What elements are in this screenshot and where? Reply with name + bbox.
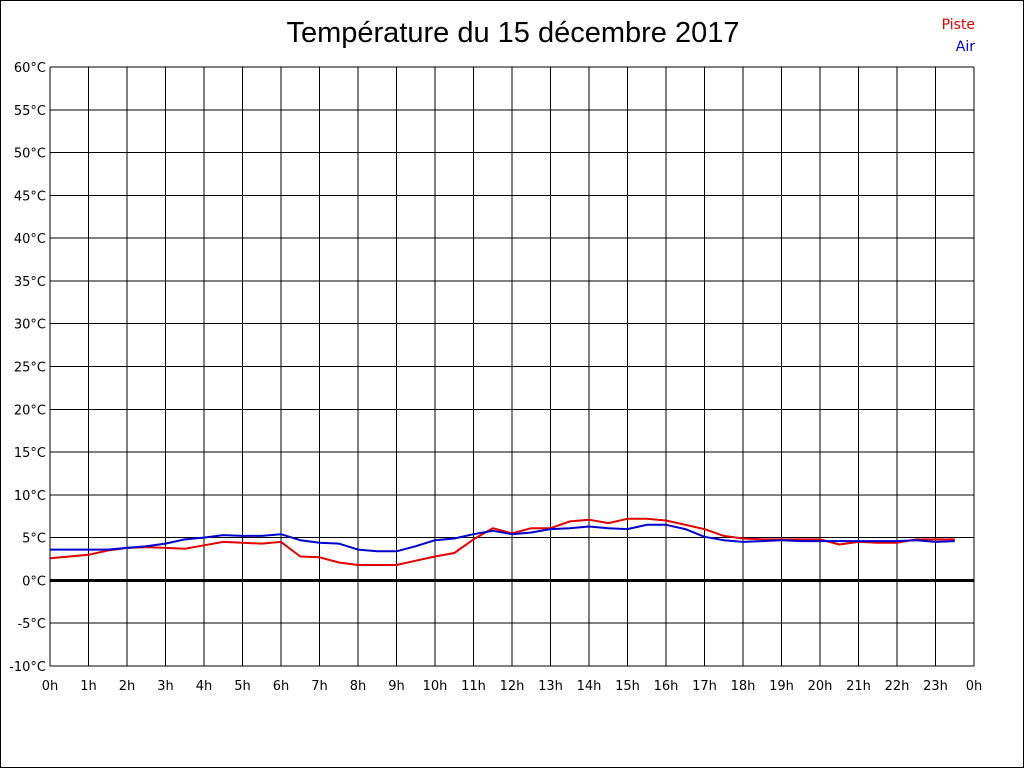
x-tick-label: 21h	[846, 679, 871, 694]
y-tick-label: -10°C	[9, 660, 46, 675]
x-tick-label: 17h	[692, 679, 717, 694]
x-tick-label: 20h	[808, 679, 833, 694]
x-tick-label: 22h	[885, 679, 910, 694]
legend-entry-air: Air	[955, 39, 975, 55]
x-tick-label: 0h	[966, 679, 983, 694]
legend-entry-piste: Piste	[941, 17, 975, 33]
x-tick-label: 23h	[923, 679, 948, 694]
x-tick-label: 14h	[577, 679, 602, 694]
x-tick-label: 10h	[423, 679, 448, 694]
x-tick-label: 4h	[196, 679, 213, 694]
y-tick-label: 0°C	[22, 574, 46, 589]
x-tick-label: 7h	[311, 679, 328, 694]
chart-title: Température du 15 décembre 2017	[286, 17, 740, 49]
x-tick-label: 2h	[119, 679, 136, 694]
y-tick-label: 15°C	[14, 446, 46, 461]
x-tick-label: 8h	[350, 679, 367, 694]
x-tick-label: 5h	[234, 679, 251, 694]
y-tick-label: 30°C	[14, 318, 46, 333]
series-line-air	[50, 523, 955, 553]
y-tick-label: -5°C	[17, 617, 46, 632]
x-tick-label: 16h	[654, 679, 679, 694]
y-tick-label: 25°C	[14, 361, 46, 376]
x-tick-label: 19h	[769, 679, 794, 694]
x-tick-label: 3h	[157, 679, 174, 694]
x-tick-label: 11h	[461, 679, 486, 694]
y-tick-label: 55°C	[14, 104, 46, 119]
x-tick-label: 6h	[273, 679, 290, 694]
x-tick-label: 9h	[388, 679, 405, 694]
y-tick-label: 40°C	[14, 232, 46, 247]
x-tick-label: 15h	[615, 679, 640, 694]
y-tick-label: 35°C	[14, 275, 46, 290]
y-tick-label: 20°C	[14, 403, 46, 418]
y-tick-label: 10°C	[14, 489, 46, 504]
x-tick-label: 1h	[80, 679, 97, 694]
x-tick-label: 12h	[500, 679, 525, 694]
y-tick-label: 45°C	[14, 189, 46, 204]
x-tick-label: 18h	[731, 679, 756, 694]
legend: Piste Air	[942, 14, 975, 58]
y-tick-label: 5°C	[22, 532, 46, 547]
y-tick-label: 50°C	[14, 147, 46, 162]
y-tick-label: 60°C	[14, 61, 46, 76]
series-line-piste	[49, 517, 955, 566]
x-tick-label: 13h	[538, 679, 563, 694]
x-tick-label: 0h	[42, 679, 59, 694]
